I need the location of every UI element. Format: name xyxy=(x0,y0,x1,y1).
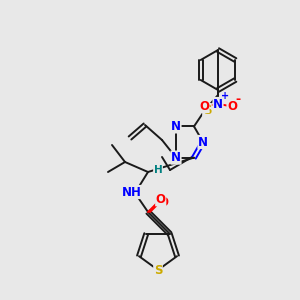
Text: O: O xyxy=(156,193,166,206)
Text: O: O xyxy=(199,100,209,112)
Text: S: S xyxy=(203,103,211,116)
Text: H: H xyxy=(154,165,162,175)
Text: N: N xyxy=(213,98,223,110)
Text: S: S xyxy=(154,265,162,278)
Text: N: N xyxy=(171,120,181,133)
Text: +: + xyxy=(221,91,229,101)
Text: O: O xyxy=(158,196,168,208)
Text: NH: NH xyxy=(122,185,142,199)
Text: O: O xyxy=(227,100,237,112)
Text: -: - xyxy=(235,93,240,106)
Text: N: N xyxy=(171,151,181,164)
Text: N: N xyxy=(198,136,208,148)
